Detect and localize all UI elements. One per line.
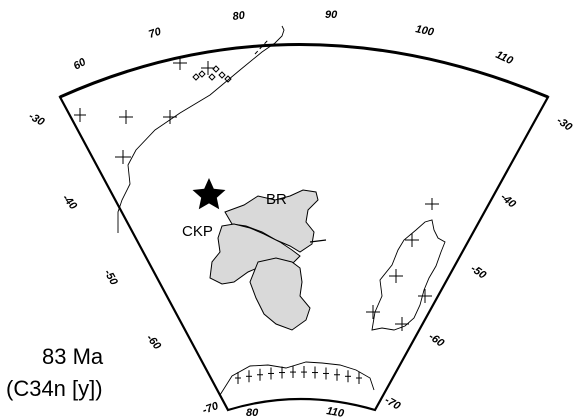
cross-marker bbox=[201, 61, 215, 75]
cross-marker bbox=[366, 305, 380, 319]
diamond-markers bbox=[192, 65, 232, 83]
cross-marker bbox=[163, 110, 177, 124]
lon-bottom-110: 110 bbox=[325, 405, 345, 418]
lat-right-70: -70 bbox=[383, 394, 404, 413]
lat-left-70: -70 bbox=[201, 400, 221, 417]
diamond-marker bbox=[198, 70, 206, 78]
place-label-ckp: CKP bbox=[182, 223, 213, 240]
lon-label-70: 70 bbox=[147, 25, 163, 40]
lon-label-100: 100 bbox=[414, 23, 435, 39]
diamond-marker bbox=[224, 75, 232, 83]
crosses-group bbox=[74, 56, 439, 331]
madagascar-dash bbox=[254, 39, 269, 55]
antarctic-ticks bbox=[235, 366, 362, 384]
diamond-marker bbox=[208, 73, 216, 81]
lon-label-60: 60 bbox=[72, 56, 89, 73]
diamond-marker bbox=[212, 65, 220, 73]
lat-left-60: -60 bbox=[144, 332, 164, 353]
lon-bottom-80: 80 bbox=[246, 407, 259, 418]
cross-marker bbox=[119, 110, 133, 124]
cross-marker bbox=[405, 233, 419, 247]
lat-right-50: -50 bbox=[468, 263, 489, 282]
diamond-marker bbox=[218, 71, 226, 79]
lon-label-90: 90 bbox=[325, 9, 338, 21]
cross-marker bbox=[418, 289, 432, 303]
lat-left-40: -40 bbox=[60, 192, 80, 213]
cross-marker bbox=[74, 108, 86, 122]
place-label-br: BR bbox=[266, 191, 287, 208]
cross-marker bbox=[389, 269, 403, 283]
lat-left-30: -30 bbox=[27, 110, 48, 129]
lat-right-30: -30 bbox=[554, 115, 575, 134]
antarctica-coastline bbox=[219, 361, 375, 396]
kerguelen-plateau-north bbox=[224, 189, 319, 253]
lon-label-110: 110 bbox=[494, 49, 516, 68]
chron-label: (C34n [y]) bbox=[6, 376, 103, 401]
cross-marker bbox=[425, 198, 439, 210]
cross-marker bbox=[115, 150, 131, 164]
age-label: 83 Ma bbox=[42, 344, 104, 369]
cross-marker bbox=[395, 317, 409, 331]
lat-left-50: -50 bbox=[101, 268, 120, 289]
cross-marker bbox=[173, 56, 187, 70]
lon-label-80: 80 bbox=[232, 9, 246, 23]
map-top-arc bbox=[59, 43, 549, 99]
australia-coastline bbox=[371, 219, 446, 331]
diamond-marker bbox=[192, 73, 200, 81]
lat-right-40: -40 bbox=[498, 191, 519, 211]
africa-coastline bbox=[117, 25, 285, 233]
kerguelen-plateau-south bbox=[249, 257, 311, 331]
broken-ridge-line bbox=[309, 239, 327, 243]
star-icon bbox=[192, 178, 226, 210]
lat-right-60: -60 bbox=[426, 331, 447, 350]
